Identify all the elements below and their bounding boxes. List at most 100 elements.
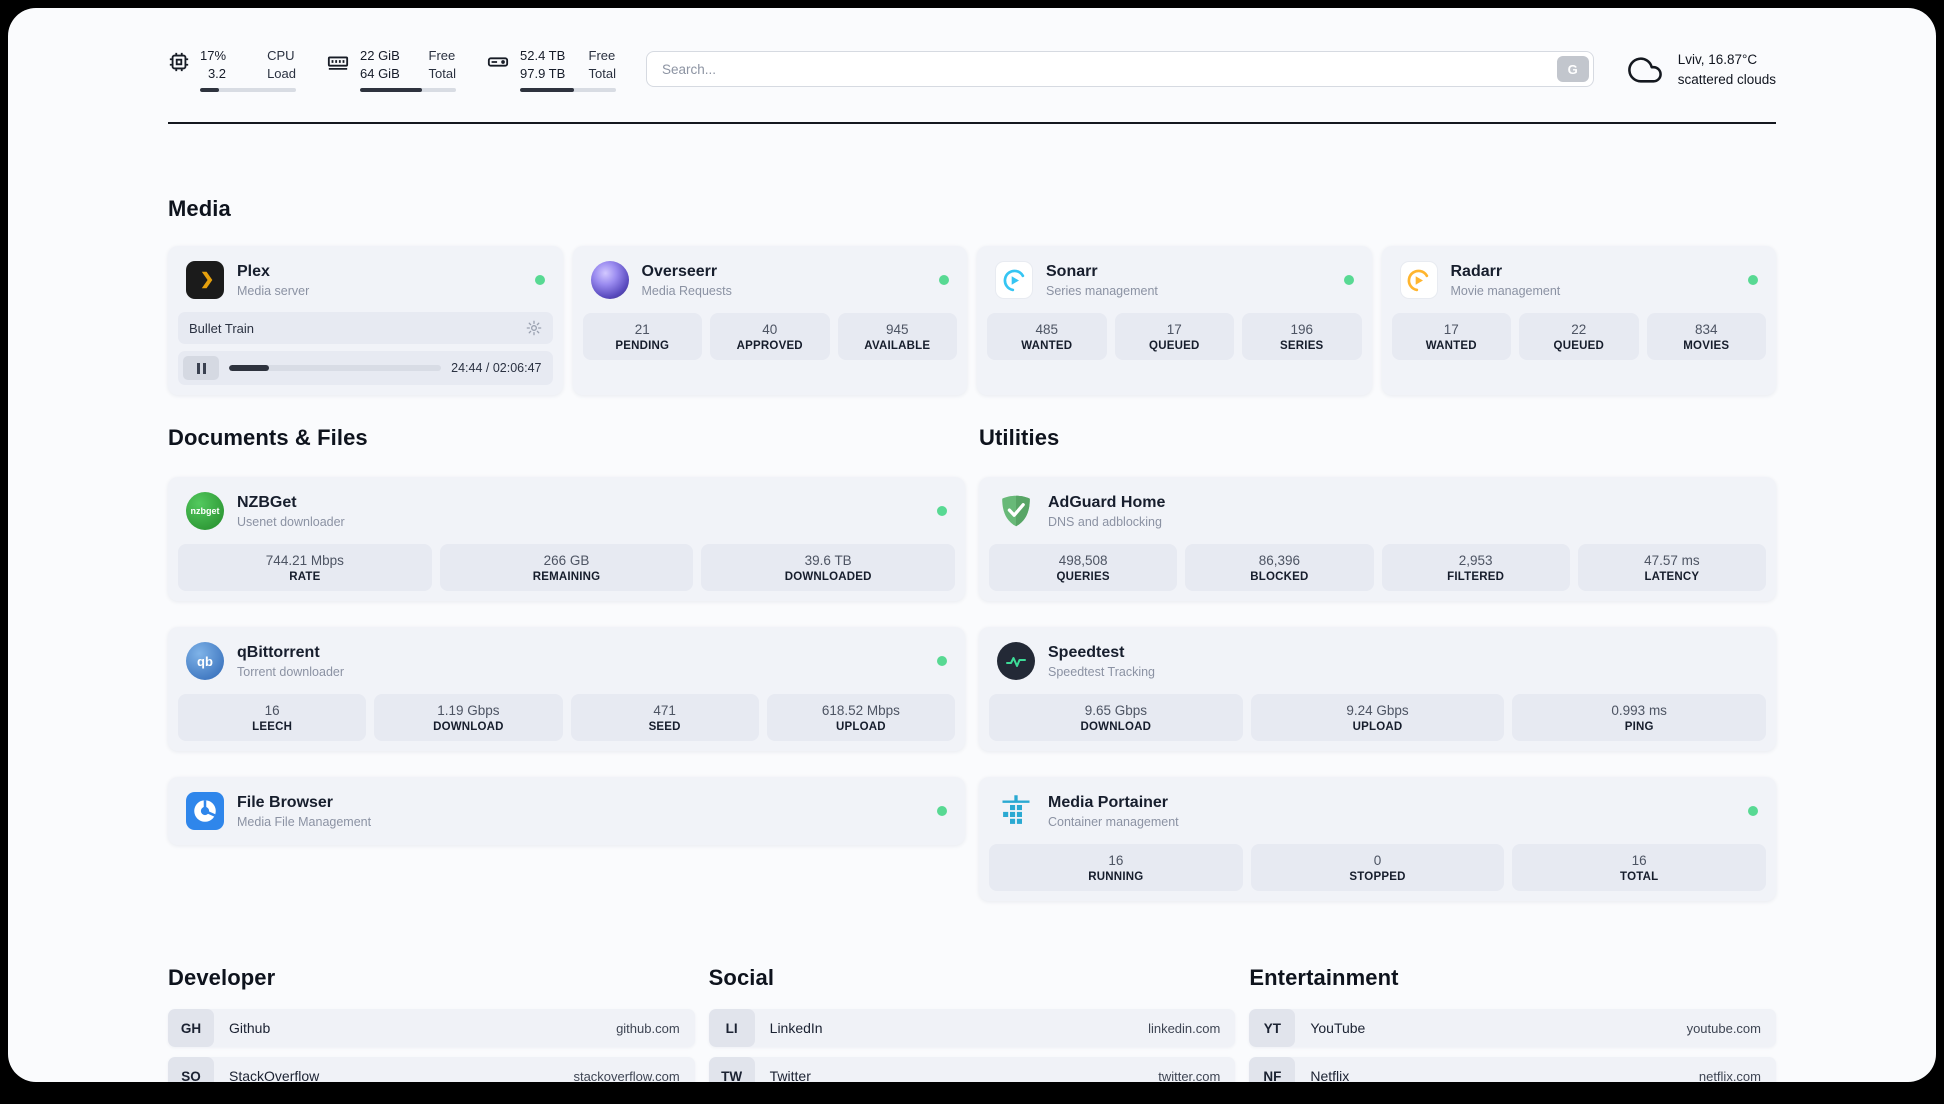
disk-free-value: 52.4 TB	[520, 48, 566, 63]
stat-value: 834	[1694, 322, 1718, 337]
status-dot	[937, 656, 947, 666]
stat-box: 17 QUEUED	[1114, 313, 1234, 360]
cloud-icon	[1627, 57, 1662, 83]
playback-progress[interactable]	[229, 365, 442, 371]
bookmark-stackoverflow[interactable]: SO StackOverflow stackoverflow.com	[168, 1057, 695, 1082]
stat-box: 1.19 Gbps DOWNLOAD	[374, 694, 563, 741]
stat-label: APPROVED	[736, 340, 803, 352]
settings-gear-icon[interactable]	[526, 320, 542, 336]
stat-value: 9.24 Gbps	[1346, 703, 1409, 718]
overseerr-app-link[interactable]: Overseerr Media Requests	[583, 256, 958, 304]
now-playing-row: Bullet Train	[178, 312, 553, 344]
ram-total-label: Total	[428, 66, 456, 81]
stat-value: 16	[1631, 853, 1647, 868]
app-name: AdGuard Home	[1048, 493, 1166, 511]
cpu-icon	[169, 52, 189, 72]
adguard-icon	[997, 492, 1035, 530]
bookmark-badge: YT	[1249, 1009, 1296, 1047]
status-dot	[1343, 275, 1354, 285]
bookmark-linkedin[interactable]: LI LinkedIn linkedin.com	[708, 1009, 1236, 1047]
app-subtitle: Torrent downloader	[237, 664, 345, 679]
nzbget-stats: 744.21 Mbps RATE 266 GB REMAINING 39.6 T…	[178, 544, 956, 591]
bookmark-name: Github	[229, 1020, 271, 1036]
bookmark-badge: LI	[708, 1009, 755, 1047]
bookmark-twitter[interactable]: TW Twitter twitter.com	[708, 1057, 1236, 1082]
ram-free-value: 22 GiB	[360, 48, 400, 63]
plex-icon	[186, 261, 224, 299]
weather-widget: Lviv, 16.87°C scattered clouds	[1624, 50, 1776, 89]
stat-box: 16 LEECH	[178, 694, 367, 741]
app-name: Speedtest	[1048, 643, 1125, 661]
nzbget-app-link[interactable]: nzbget NZBGet Usenet downloader	[178, 487, 955, 535]
app-name: Overseerr	[641, 262, 718, 280]
stat-box: 266 GB REMAINING	[439, 544, 694, 591]
adguard-app-link[interactable]: AdGuard Home DNS and adblocking	[989, 487, 1766, 535]
stat-label: REMAINING	[532, 571, 601, 583]
status-dot	[1748, 275, 1758, 285]
portainer-card: Media Portainer Container management 16 …	[979, 777, 1776, 901]
search-engine-button[interactable]: G	[1556, 56, 1589, 82]
ram-icon	[327, 56, 349, 70]
stat-label: STOPPED	[1349, 871, 1406, 883]
status-dot	[534, 275, 545, 285]
ram-free-label: Free	[428, 48, 456, 63]
stat-box: 16 RUNNING	[989, 844, 1243, 891]
cpu-label: CPU	[267, 48, 295, 63]
app-subtitle: Usenet downloader	[237, 514, 345, 529]
app-subtitle: Movie management	[1450, 283, 1561, 298]
bookmark-badge: NF	[1249, 1057, 1296, 1082]
stat-label: WANTED	[1021, 340, 1073, 352]
radarr-icon	[1399, 261, 1438, 299]
stat-box: 471 SEED	[570, 694, 759, 741]
stat-value: 485	[1035, 322, 1059, 337]
app-subtitle: Speedtest Tracking	[1048, 664, 1156, 679]
plex-app-link[interactable]: Plex Media server	[178, 256, 553, 304]
app-name: qBittorrent	[237, 643, 320, 661]
app-subtitle: Media Requests	[641, 283, 732, 298]
section-heading-developer: Developer	[168, 965, 276, 990]
ram-widget: 22 GiB 64 GiB Free Total	[326, 48, 456, 92]
disk-widget: 52.4 TB 97.9 TB Free Total	[486, 48, 616, 92]
filebrowser-app-link[interactable]: File Browser Media File Management	[178, 787, 955, 835]
qbittorrent-app-link[interactable]: qb qBittorrent Torrent downloader	[178, 637, 955, 685]
app-name: NZBGet	[237, 493, 297, 511]
stat-label: UPLOAD	[1352, 721, 1403, 733]
bookmark-url: stackoverflow.com	[573, 1068, 680, 1083]
playback-row: 24:44 / 02:06:47	[178, 351, 553, 385]
entertainment-bookmarks: Entertainment YT YouTube youtube.com NF …	[1249, 965, 1776, 1082]
radarr-app-link[interactable]: Radarr Movie management	[1392, 256, 1767, 304]
app-subtitle: Series management	[1046, 283, 1158, 298]
stat-value: 266 GB	[543, 553, 590, 568]
social-bookmarks: Social LI LinkedIn linkedin.com TW Twitt…	[708, 965, 1236, 1082]
stat-value: 17	[1166, 322, 1182, 337]
sonarr-stats: 485 WANTED 17 QUEUED 196 SERIES	[987, 313, 1362, 360]
bookmark-name: StackOverflow	[229, 1068, 320, 1082]
stat-box: 485 WANTED	[987, 313, 1107, 360]
filebrowser-card: File Browser Media File Management	[168, 777, 965, 845]
nzbget-card: nzbget NZBGet Usenet downloader 744.21 M…	[168, 477, 965, 601]
stat-value: 196	[1290, 322, 1314, 337]
speedtest-card: Speedtest Speedtest Tracking 9.65 Gbps D…	[979, 627, 1776, 751]
sonarr-app-link[interactable]: Sonarr Series management	[987, 256, 1362, 304]
stat-box: 9.24 Gbps UPLOAD	[1250, 694, 1505, 741]
speedtest-app-link[interactable]: Speedtest Speedtest Tracking	[989, 637, 1766, 685]
search-input[interactable]	[646, 51, 1594, 87]
nzbget-icon-text: nzbget	[190, 506, 220, 516]
stat-value: 0	[1373, 853, 1382, 868]
cpu-progress-bar	[200, 88, 296, 92]
app-subtitle: Container management	[1048, 814, 1179, 829]
bookmark-youtube[interactable]: YT YouTube youtube.com	[1249, 1009, 1776, 1047]
bookmark-netflix[interactable]: NF Netflix netflix.com	[1249, 1057, 1776, 1082]
pause-icon	[196, 362, 206, 374]
documents-column: Documents & Files nzbget NZBGet Usenet d…	[168, 425, 965, 901]
adguard-card: AdGuard Home DNS and adblocking 498,508 …	[979, 477, 1776, 601]
pause-button[interactable]	[183, 356, 219, 380]
weather-condition: scattered clouds	[1677, 71, 1776, 87]
stat-label: QUEUED	[1149, 340, 1200, 352]
bookmark-github[interactable]: GH Github github.com	[168, 1009, 695, 1047]
stat-label: UPLOAD	[835, 721, 886, 733]
portainer-app-link[interactable]: Media Portainer Container management	[989, 787, 1766, 835]
ram-progress-bar	[360, 88, 456, 92]
stat-box: 16 TOTAL	[1512, 844, 1767, 891]
app-name: File Browser	[237, 793, 334, 811]
